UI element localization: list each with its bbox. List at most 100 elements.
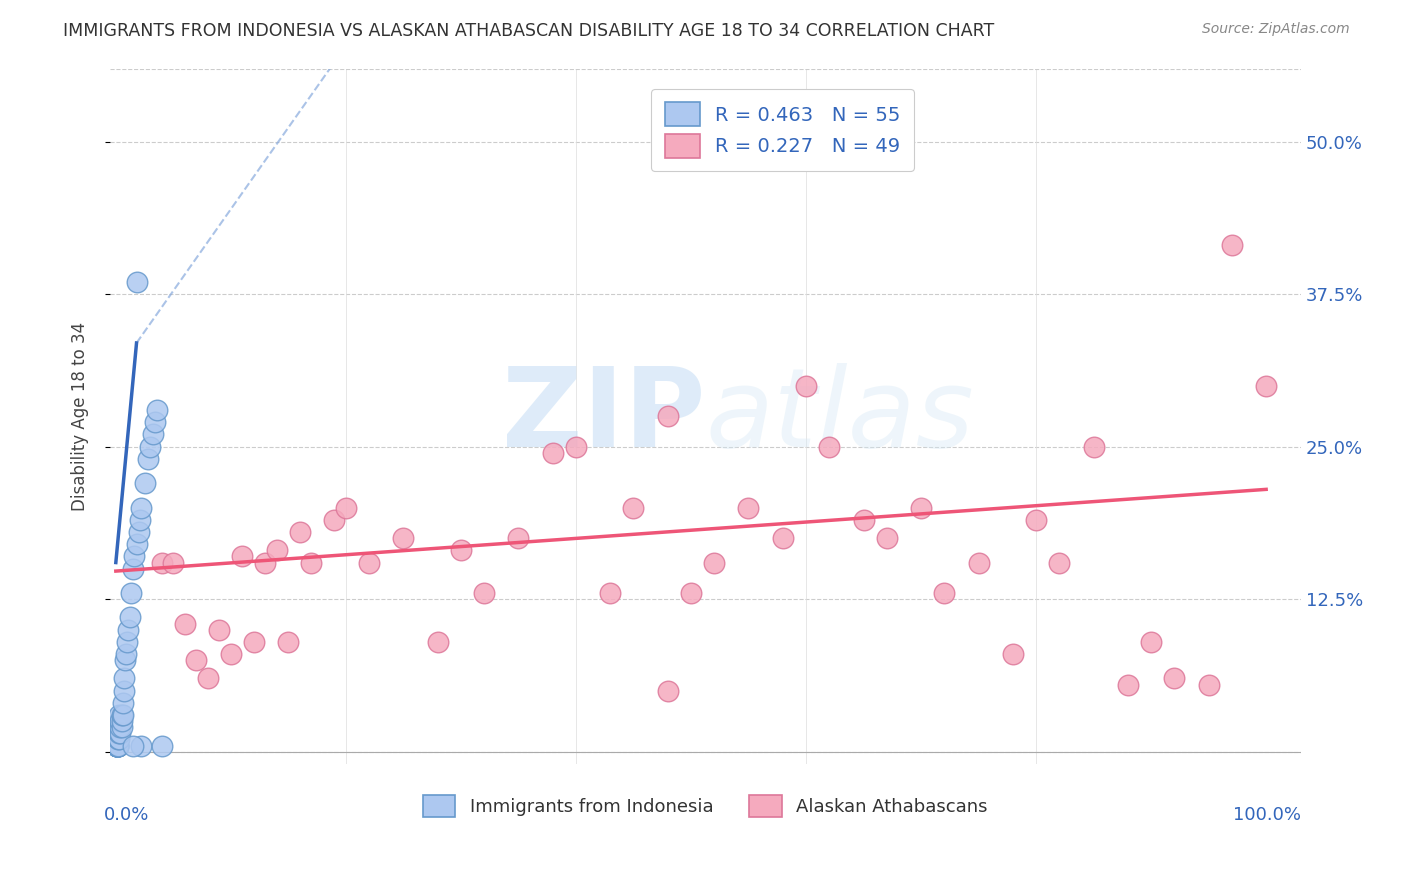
Point <box>110 714 132 728</box>
Point <box>105 739 128 753</box>
Point <box>335 500 357 515</box>
Point <box>105 739 128 753</box>
Point <box>105 739 128 753</box>
Point <box>107 739 129 753</box>
Point <box>115 647 138 661</box>
Point <box>794 378 817 392</box>
Point <box>110 720 132 734</box>
Point <box>105 739 128 753</box>
Point <box>129 513 152 527</box>
Point <box>231 549 253 564</box>
Point <box>122 739 145 753</box>
Point <box>105 739 128 753</box>
Point <box>288 524 311 539</box>
Point <box>197 672 219 686</box>
Point <box>818 440 841 454</box>
Point <box>1256 378 1278 392</box>
Point <box>107 732 129 747</box>
Point <box>134 476 156 491</box>
Point <box>173 616 195 631</box>
Point <box>122 549 145 564</box>
Point <box>1220 238 1243 252</box>
Point <box>107 739 129 753</box>
Point <box>1025 513 1047 527</box>
Point <box>107 739 129 753</box>
Point <box>565 440 588 454</box>
Point <box>599 586 621 600</box>
Point <box>120 586 142 600</box>
Point <box>657 683 679 698</box>
Point <box>108 714 131 728</box>
Point <box>108 708 131 723</box>
Point <box>110 714 132 728</box>
Text: ZIP: ZIP <box>502 363 706 470</box>
Point <box>105 739 128 753</box>
Point <box>111 708 134 723</box>
Point <box>136 451 159 466</box>
Point <box>105 739 128 753</box>
Point <box>703 556 725 570</box>
Point <box>162 556 184 570</box>
Point <box>243 635 266 649</box>
Point <box>129 500 152 515</box>
Point <box>219 647 242 661</box>
Point <box>105 739 128 753</box>
Point <box>150 556 173 570</box>
Point <box>110 720 132 734</box>
Point <box>107 720 129 734</box>
Point <box>114 653 136 667</box>
Point <box>772 531 794 545</box>
Point <box>254 556 277 570</box>
Point <box>108 732 131 747</box>
Text: IMMIGRANTS FROM INDONESIA VS ALASKAN ATHABASCAN DISABILITY AGE 18 TO 34 CORRELAT: IMMIGRANTS FROM INDONESIA VS ALASKAN ATH… <box>63 22 994 40</box>
Point <box>357 556 380 570</box>
Point <box>117 635 139 649</box>
Point <box>208 623 231 637</box>
Text: 100.0%: 100.0% <box>1233 805 1301 823</box>
Point <box>392 531 415 545</box>
Point <box>1163 672 1185 686</box>
Point <box>111 696 134 710</box>
Point <box>967 556 990 570</box>
Point <box>426 635 449 649</box>
Point <box>876 531 898 545</box>
Point <box>142 427 165 442</box>
Point <box>657 409 679 424</box>
Point <box>139 440 162 454</box>
Point <box>105 739 128 753</box>
Point <box>1198 677 1220 691</box>
Point <box>623 500 645 515</box>
Point <box>323 513 346 527</box>
Point <box>117 623 139 637</box>
Point <box>932 586 955 600</box>
Point <box>1083 440 1105 454</box>
Point <box>737 500 759 515</box>
Point <box>679 586 702 600</box>
Point <box>186 653 208 667</box>
Point <box>1002 647 1025 661</box>
Point <box>107 739 129 753</box>
Point <box>112 672 135 686</box>
Point <box>450 543 472 558</box>
Y-axis label: Disability Age 18 to 34: Disability Age 18 to 34 <box>72 322 89 511</box>
Point <box>143 415 166 429</box>
Point <box>472 586 495 600</box>
Point <box>128 524 150 539</box>
Point <box>852 513 875 527</box>
Point <box>107 726 129 740</box>
Point <box>1047 556 1070 570</box>
Text: atlas: atlas <box>706 363 974 470</box>
Point <box>110 726 132 740</box>
Point <box>508 531 530 545</box>
Legend: Immigrants from Indonesia, Alaskan Athabascans: Immigrants from Indonesia, Alaskan Athab… <box>416 788 995 824</box>
Point <box>110 708 132 723</box>
Point <box>266 543 288 558</box>
Point <box>910 500 932 515</box>
Point <box>146 403 169 417</box>
Point <box>125 537 148 551</box>
Text: 0.0%: 0.0% <box>104 805 149 823</box>
Point <box>107 739 129 753</box>
Point <box>108 726 131 740</box>
Point <box>277 635 299 649</box>
Point <box>1116 677 1139 691</box>
